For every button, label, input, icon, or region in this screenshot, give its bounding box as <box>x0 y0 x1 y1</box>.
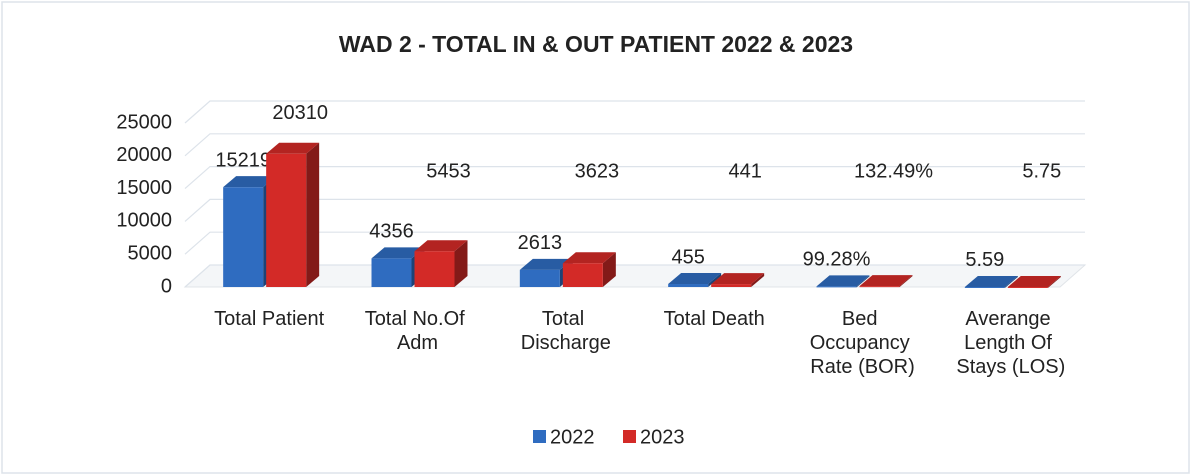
legend-label: 2023 <box>640 426 685 448</box>
x-tick-label: Total Discharge <box>521 308 611 354</box>
bar-top <box>223 176 277 188</box>
data-label: 4356 <box>369 221 414 243</box>
x-tick-label: Total Patient <box>214 308 325 330</box>
bar-top <box>519 258 573 270</box>
bar-front <box>562 263 603 287</box>
data-label: 2613 <box>518 232 563 254</box>
grid-line <box>184 133 1085 157</box>
bar-side <box>1047 275 1061 288</box>
x-tick-label-line: Occupancy <box>810 332 916 354</box>
bar-top <box>266 142 320 154</box>
x-tick-label-line: Adm <box>397 332 438 354</box>
bar-side <box>856 275 870 288</box>
x-tick-label: Bed Occupancy Rate (BOR) <box>810 308 916 378</box>
x-tick-label-line: Bed <box>842 308 883 330</box>
y-tick-label: 20000 <box>116 144 172 166</box>
x-tick-label-line: Discharge <box>521 332 611 354</box>
grid-line <box>184 166 1085 190</box>
x-tick-label: Total No.Of Adm <box>365 308 471 354</box>
bar-front <box>519 269 560 287</box>
bar-top <box>668 273 722 285</box>
bar <box>816 275 870 288</box>
bar-top <box>964 275 1018 287</box>
bar-side <box>602 252 616 287</box>
bar-front <box>859 286 900 288</box>
grid-line <box>184 100 1085 124</box>
y-tick-label: 5000 <box>128 242 173 264</box>
legend-swatch <box>533 430 546 443</box>
data-label: 3623 <box>575 160 620 182</box>
data-label: 5453 <box>426 160 471 182</box>
bar <box>964 275 1018 288</box>
y-tick-label: 15000 <box>116 177 172 199</box>
bar-top <box>414 240 468 252</box>
grid-line <box>184 198 1085 222</box>
x-tick-label: Averange Length Of Stays (LOS) <box>956 308 1065 378</box>
bar-top <box>1007 275 1061 287</box>
x-tick-label-line: Stays (LOS) <box>956 356 1065 378</box>
bar-top <box>711 273 765 285</box>
bar <box>711 273 765 287</box>
x-tick-label-line: Total <box>542 308 590 330</box>
bar-front <box>414 251 455 287</box>
bar <box>562 252 616 287</box>
x-tick-label: Total Death <box>664 308 765 330</box>
grid-line <box>184 231 1085 255</box>
data-label: 455 <box>671 246 704 268</box>
bar-top <box>859 275 913 287</box>
x-tick-label-line: Total No.Of <box>365 308 471 330</box>
y-tick-label: 25000 <box>116 111 172 133</box>
x-tick-label-line: Length Of <box>964 332 1057 354</box>
data-label: 441 <box>728 160 761 182</box>
legend-label: 2022 <box>550 426 595 448</box>
floor <box>183 264 1087 288</box>
bar <box>668 273 722 287</box>
x-tick-label-line: Total Death <box>664 308 765 330</box>
bar-front <box>371 258 412 287</box>
data-label: 20310 <box>272 102 328 124</box>
data-label: 15219 <box>215 149 271 171</box>
legend-swatch <box>623 430 636 443</box>
bar <box>414 240 468 287</box>
bar-side <box>708 273 722 287</box>
bar <box>266 142 320 287</box>
bar-front <box>711 284 752 287</box>
bar-front <box>816 286 857 288</box>
bar-front <box>223 187 264 287</box>
grid-line <box>184 264 1085 288</box>
chart-title: WAD 2 - TOTAL IN & OUT PATIENT 2022 & 20… <box>339 31 853 57</box>
data-label: 5.75 <box>1022 160 1061 182</box>
bar-front <box>266 153 307 287</box>
bar-side <box>899 275 913 288</box>
bar-side <box>1004 275 1018 288</box>
bar-front <box>1007 286 1048 288</box>
bar-side <box>751 273 765 287</box>
x-tick-label-line: Total Patient <box>214 308 325 330</box>
bar-front <box>964 286 1005 288</box>
bar <box>1007 275 1061 288</box>
bar-side <box>454 240 468 287</box>
bar-front <box>668 284 709 287</box>
bar-top <box>816 275 870 287</box>
data-label: 5.59 <box>965 249 1004 271</box>
data-label: 132.49% <box>854 160 933 182</box>
y-tick-label: 10000 <box>116 210 172 232</box>
x-tick-label-line: Averange <box>965 308 1056 330</box>
y-tick-label: 0 <box>161 275 172 297</box>
x-tick-label-line: Rate (BOR) <box>810 356 914 378</box>
bar-top <box>371 247 425 259</box>
bar-side <box>306 142 320 287</box>
bar-top <box>562 252 616 264</box>
data-label: 99.28% <box>803 249 871 271</box>
bar <box>859 275 913 288</box>
